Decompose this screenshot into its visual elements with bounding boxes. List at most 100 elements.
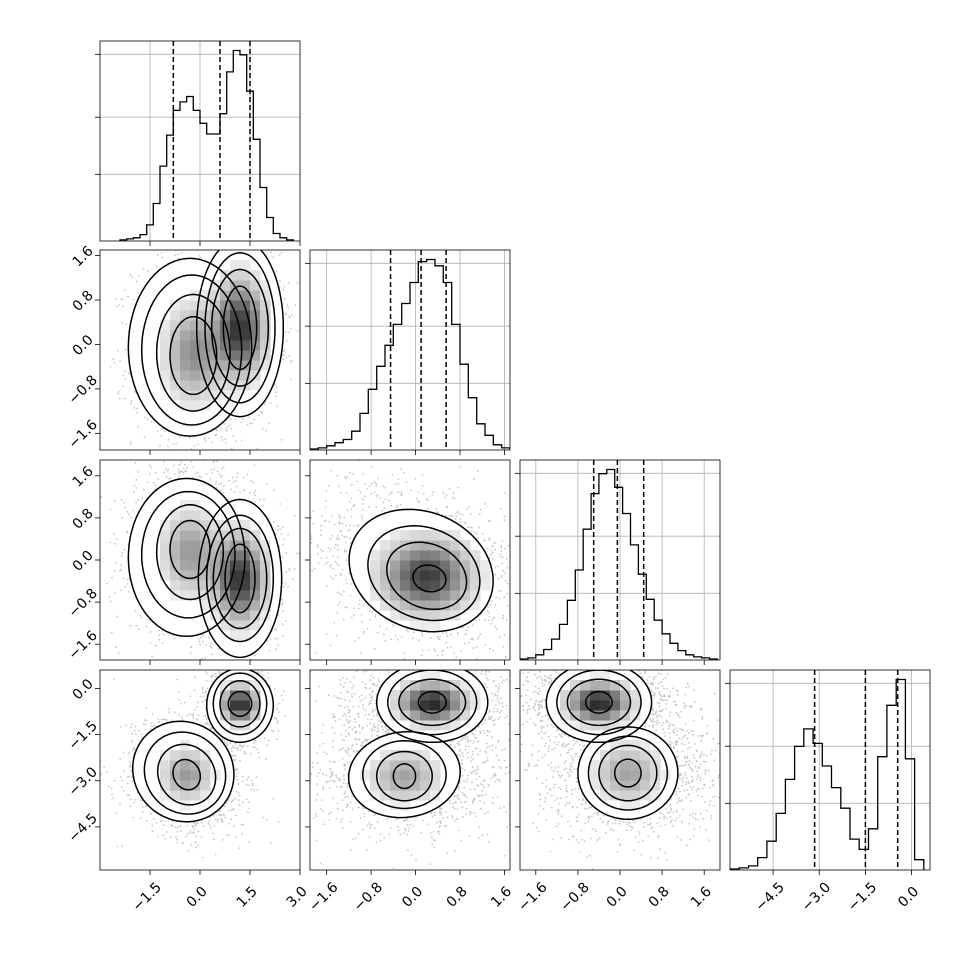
density-bin xyxy=(190,350,201,361)
density-bin xyxy=(650,750,661,761)
density-bin xyxy=(400,790,411,801)
density-bin xyxy=(230,360,241,371)
density-bin xyxy=(200,290,211,301)
density-bin xyxy=(650,790,661,801)
density-bin xyxy=(410,580,421,591)
x-tick-label: 1.6 xyxy=(488,884,515,911)
density-bin xyxy=(420,580,431,591)
density-bin xyxy=(430,710,441,721)
density-bin xyxy=(220,360,231,371)
density-bin xyxy=(240,320,251,331)
density-bin xyxy=(180,780,191,791)
density-bin xyxy=(220,550,231,561)
density-bin xyxy=(400,580,411,591)
histogram-step-1 xyxy=(310,258,510,450)
density-bin xyxy=(590,690,601,701)
density-bin xyxy=(430,670,441,681)
contour-line xyxy=(127,477,246,638)
density-bin xyxy=(230,280,241,291)
density-bin xyxy=(180,740,191,751)
contour-line xyxy=(613,758,642,788)
density-bin xyxy=(410,710,421,721)
density-bin xyxy=(200,760,211,771)
density-bin xyxy=(460,680,471,691)
density-bin xyxy=(390,710,401,721)
density-bin xyxy=(200,570,211,581)
density-bin xyxy=(420,770,431,781)
density-bin xyxy=(160,560,171,571)
density-bin xyxy=(230,340,241,351)
density-bin xyxy=(240,620,251,631)
density-bin xyxy=(610,780,621,791)
density-bin xyxy=(470,590,481,601)
density-bin xyxy=(440,710,451,721)
density-bin xyxy=(160,360,171,371)
density-bin xyxy=(420,570,431,581)
density-bin xyxy=(190,570,201,581)
density-bin xyxy=(410,560,421,571)
density-shading xyxy=(370,530,491,631)
density-bin xyxy=(470,570,481,581)
density-bin xyxy=(440,540,451,551)
density-bin xyxy=(630,800,641,811)
density-bin xyxy=(260,610,271,621)
density-bin xyxy=(200,350,211,361)
density-bin xyxy=(390,750,401,761)
density-bin xyxy=(620,680,631,691)
contour-line xyxy=(205,670,275,744)
density-bin xyxy=(240,360,251,371)
density-bin xyxy=(210,560,221,571)
density-bin xyxy=(220,520,231,531)
density-bin xyxy=(220,370,231,381)
density-bin xyxy=(260,330,271,341)
density-bin xyxy=(430,590,441,601)
density-bin xyxy=(630,760,641,771)
density-bin xyxy=(440,600,451,611)
density-bin xyxy=(420,610,431,621)
density-bin xyxy=(240,580,251,591)
density-bin xyxy=(180,580,191,591)
contour-line xyxy=(143,731,227,815)
density-bin xyxy=(250,550,261,561)
density-bin xyxy=(170,380,181,391)
x-tick-label: −1.6 xyxy=(515,879,550,914)
contour-line xyxy=(222,285,258,371)
density-bin xyxy=(380,600,391,611)
contour-line xyxy=(577,726,679,820)
density-bin xyxy=(170,580,181,591)
density-bin xyxy=(410,590,421,601)
density-bin xyxy=(230,630,241,641)
density-bin xyxy=(410,570,421,581)
y-tick-label: 0.0 xyxy=(70,332,97,359)
density-bin xyxy=(260,600,271,611)
density-bin xyxy=(260,280,271,291)
density-bin xyxy=(190,400,201,411)
density-bin xyxy=(380,760,391,771)
density-bin xyxy=(170,750,181,761)
density-bin xyxy=(160,760,171,771)
density-bin xyxy=(170,560,181,571)
density-bin xyxy=(380,790,391,801)
density-bin xyxy=(230,700,241,711)
density-bin xyxy=(190,510,201,521)
density-bin xyxy=(200,510,211,521)
density-bin xyxy=(580,720,591,731)
density-bin xyxy=(170,550,181,561)
density-bin xyxy=(560,700,571,711)
density-bin xyxy=(380,560,391,571)
x-tick-label: 0.0 xyxy=(184,884,211,911)
density-bin xyxy=(410,780,421,791)
density-bin xyxy=(160,530,171,541)
density-bin xyxy=(180,320,191,331)
density-bin xyxy=(180,400,191,411)
density-bin xyxy=(180,510,191,521)
density-bin xyxy=(590,700,601,711)
density-bin xyxy=(460,600,471,611)
density-bin xyxy=(190,390,201,401)
contour-line xyxy=(227,690,253,717)
density-bin xyxy=(180,370,191,381)
density-bin xyxy=(240,300,251,311)
density-bin xyxy=(260,580,271,591)
density-bin xyxy=(190,370,201,381)
density-bin xyxy=(220,610,231,621)
